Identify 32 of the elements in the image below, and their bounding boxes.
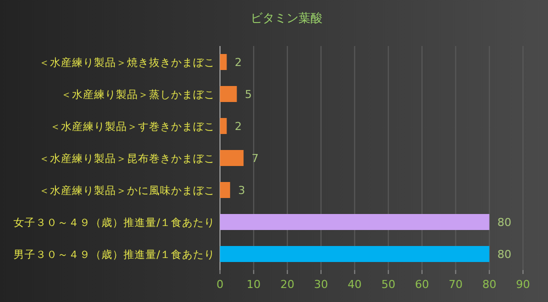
x-tick-label: 50	[381, 278, 396, 291]
bar	[220, 150, 244, 166]
x-tick-label: 60	[415, 278, 429, 291]
bar	[220, 246, 490, 262]
data-label: 2	[234, 120, 242, 133]
x-tick-label: 0	[216, 278, 224, 291]
y-tick-label: ＜水産練り製品＞す巻きかまぼこ	[50, 120, 215, 133]
data-label: 80	[497, 248, 512, 261]
y-tick-label: 男子３０～４９（歳）推進量/１食あたり	[13, 248, 215, 261]
x-tick-label: 30	[314, 278, 328, 291]
chart-title: ビタミン葉酸	[250, 11, 322, 25]
bar	[220, 214, 490, 230]
data-label: 80	[497, 216, 512, 229]
bar	[220, 54, 227, 70]
bar	[220, 182, 230, 198]
x-tick-label: 80	[482, 278, 496, 291]
y-tick-label: 女子３０～４９（歳）推進量/１食あたり	[13, 216, 215, 229]
bar	[220, 86, 237, 102]
y-tick-label: ＜水産練り製品＞かに風味かまぼこ	[39, 184, 215, 197]
x-tick-label: 40	[348, 278, 362, 291]
data-label: 3	[238, 184, 246, 197]
x-tick-label: 10	[246, 278, 261, 291]
data-label: 7	[252, 152, 259, 165]
x-tick-label: 20	[280, 278, 294, 291]
x-tick-label: 70	[448, 278, 463, 291]
data-label: 5	[244, 88, 252, 101]
x-tick-label: 90	[516, 278, 530, 291]
y-tick-label: ＜水産練り製品＞蒸しかまぼこ	[61, 88, 215, 101]
y-tick-label: ＜水産練り製品＞昆布巻きかまぼこ	[39, 152, 215, 165]
data-label: 2	[234, 56, 242, 69]
y-tick-label: ＜水産練り製品＞焼き抜きかまぼこ	[39, 56, 215, 69]
bar	[220, 118, 227, 134]
